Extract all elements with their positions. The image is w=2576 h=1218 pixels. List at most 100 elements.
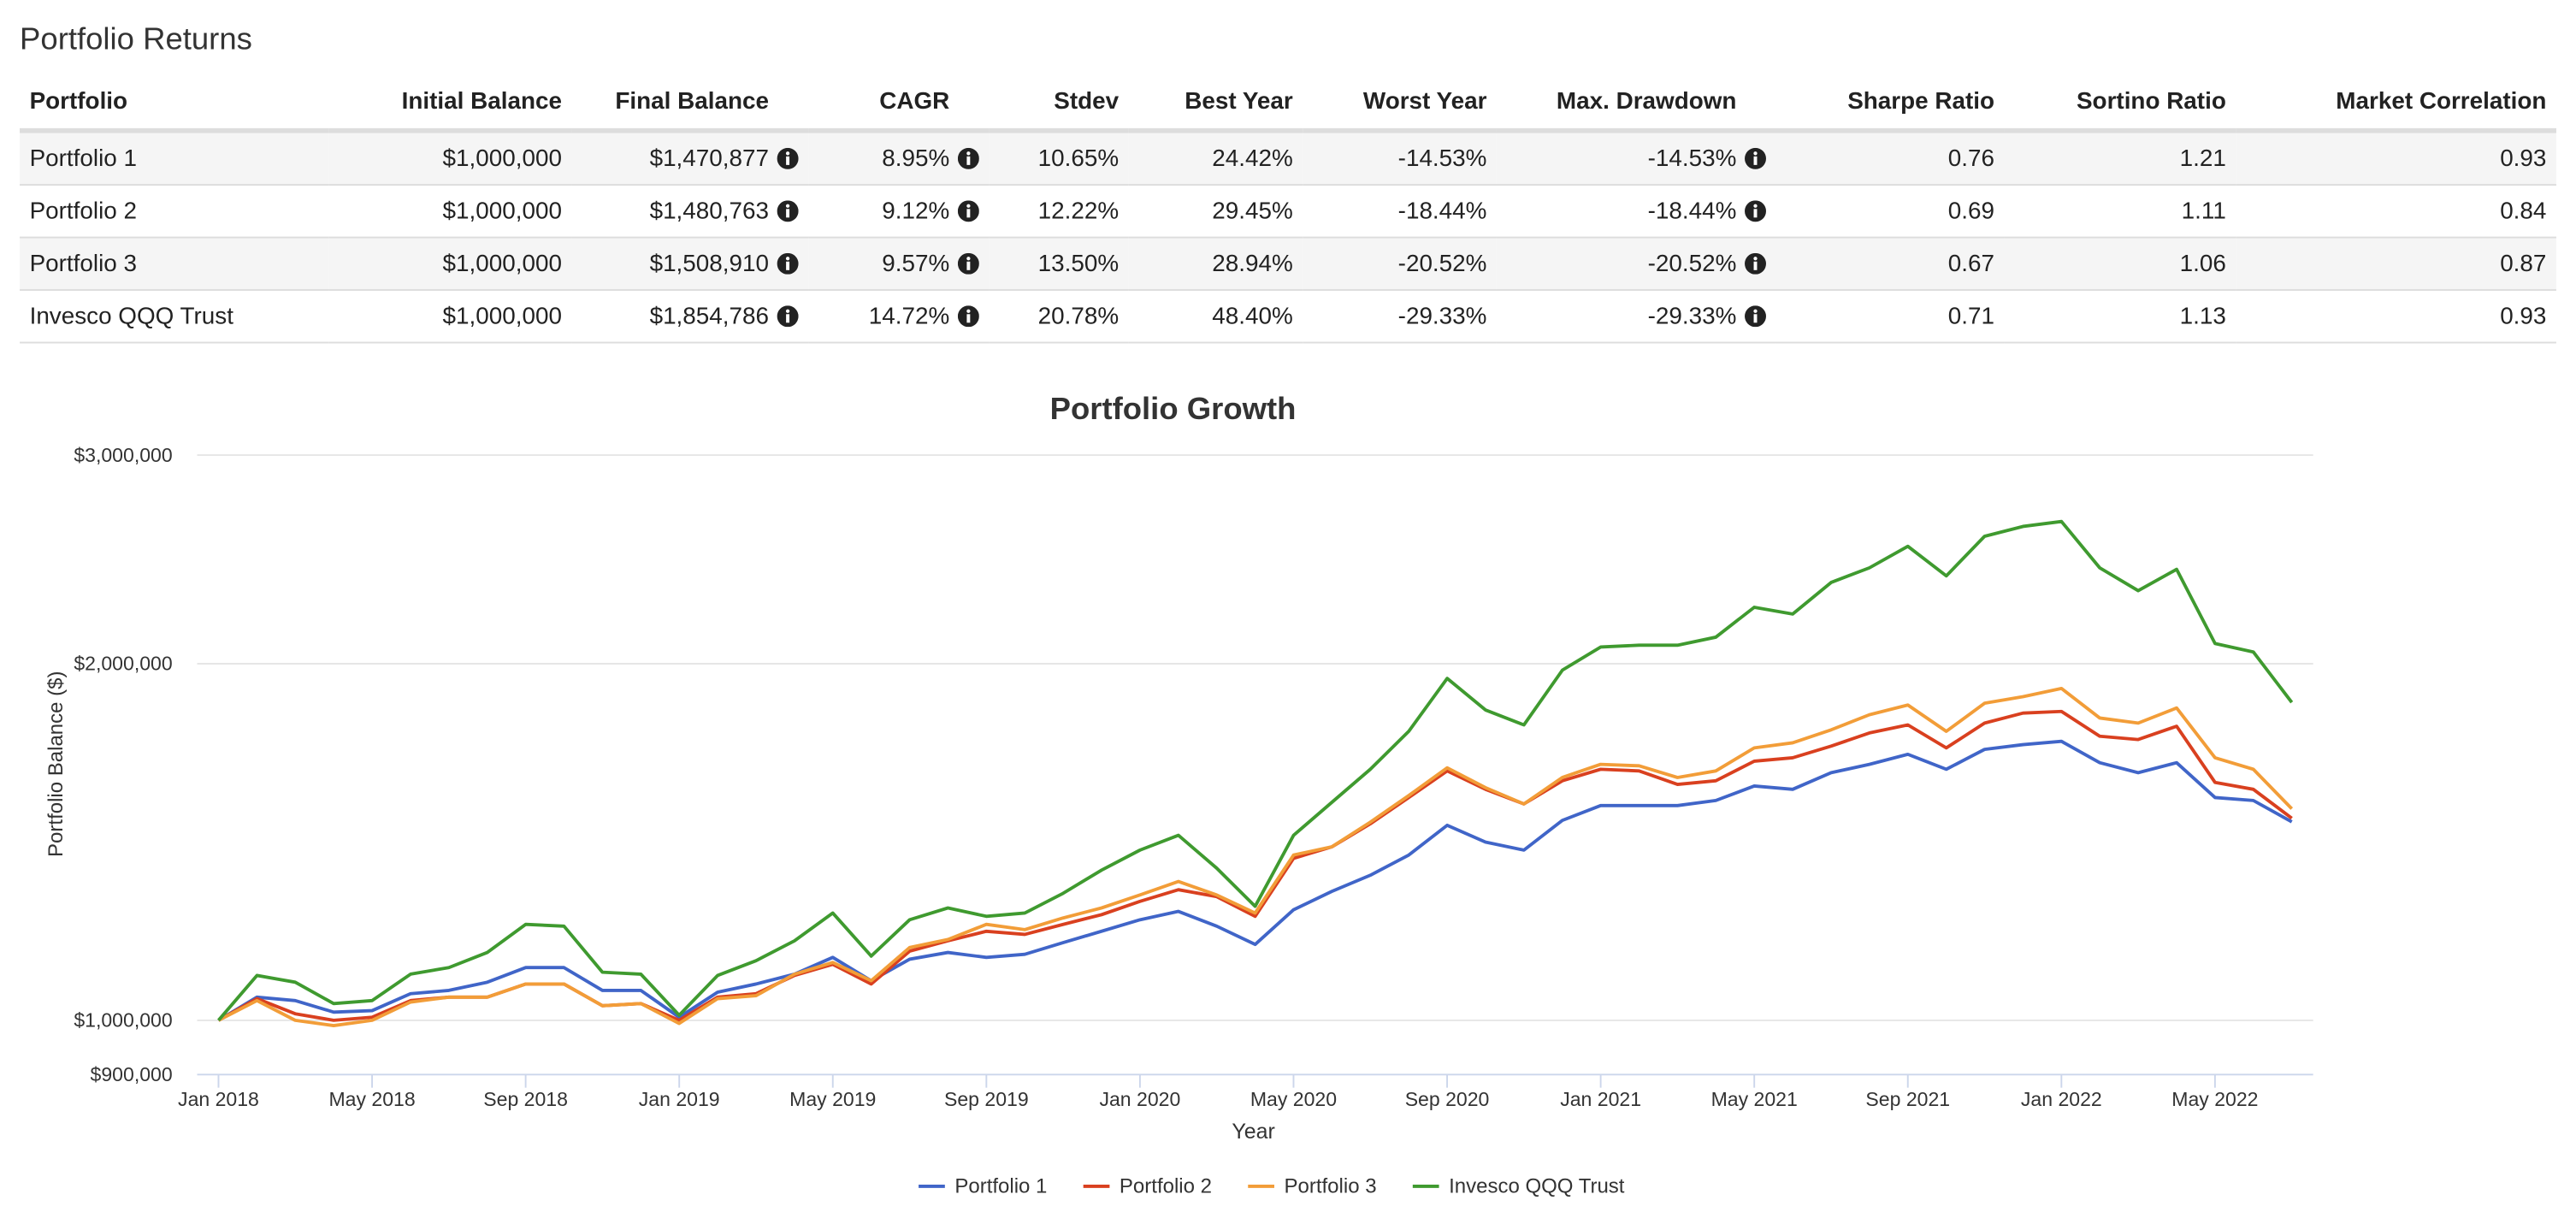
table-cell: -14.53% <box>1303 130 1497 186</box>
y-tick-label: $3,000,000 <box>74 444 172 466</box>
x-axis-label: Year <box>1232 1120 1274 1144</box>
cell-text: 0.93 <box>2500 145 2547 172</box>
table-row: Invesco QQQ Trust $1,000,000 $1,854,786 14.… <box>20 290 2556 344</box>
header-text: Portfolio <box>29 88 128 115</box>
table-cell: -18.44% <box>1303 185 1497 239</box>
table-cell: 10.65% <box>989 130 1129 186</box>
cell-text: 24.42% <box>1212 145 1293 172</box>
legend-label: Portfolio 3 <box>1285 1175 1377 1198</box>
table-cell: 9.57% <box>808 237 990 292</box>
table-cell: 8.95% <box>808 130 990 186</box>
series-line <box>217 709 2293 1022</box>
column-header: Best Year <box>1128 75 1303 133</box>
x-tick-label: May 2022 <box>2171 1088 2258 1110</box>
info-icon[interactable] <box>957 199 979 222</box>
table-cell: 14.72% <box>808 290 990 344</box>
table-cell: $1,000,000 <box>328 290 572 344</box>
x-tick-label: Sep 2018 <box>483 1088 568 1110</box>
table-cell: 1.11 <box>2004 185 2236 239</box>
table-cell: -18.44% <box>1496 185 1776 239</box>
info-icon[interactable] <box>1745 304 1766 327</box>
info-icon[interactable] <box>957 304 979 327</box>
cell-text: -29.33% <box>1397 303 1487 330</box>
table-cell: 12.22% <box>989 185 1129 239</box>
cell-text: $1,508,910 <box>649 250 769 277</box>
cell-text: $1,000,000 <box>442 303 562 330</box>
column-header: Sharpe Ratio <box>1775 75 2005 133</box>
table-cell: 0.93 <box>2236 130 2556 186</box>
info-icon[interactable] <box>777 304 799 327</box>
cell-text: 28.94% <box>1212 250 1293 277</box>
table-cell: -29.33% <box>1303 290 1497 344</box>
table-cell: Portfolio 3 <box>20 237 329 292</box>
header-text: Initial Balance <box>401 88 562 115</box>
table-cell: $1,480,763 <box>571 185 809 239</box>
header-text: Max. Drawdown <box>1556 88 1737 115</box>
header-text: Best Year <box>1185 88 1293 115</box>
info-icon[interactable] <box>1745 146 1766 169</box>
column-header: CAGR <box>808 75 990 133</box>
table-cell: 0.87 <box>2236 237 2556 292</box>
column-header: Sortino Ratio <box>2004 75 2236 133</box>
cell-text: -14.53% <box>1647 145 1737 172</box>
column-header: Max. Drawdown <box>1496 75 1776 133</box>
column-header: Stdev <box>989 75 1129 133</box>
cell-text: 9.12% <box>882 198 950 225</box>
table-title: Portfolio Returns <box>20 22 252 58</box>
cell-text: 14.72% <box>868 303 950 330</box>
header-text: CAGR <box>879 88 950 115</box>
cell-text: 10.65% <box>1037 145 1120 172</box>
table-cell: 20.78% <box>989 290 1129 344</box>
info-icon[interactable] <box>777 251 799 274</box>
x-tick-label: May 2018 <box>328 1088 415 1110</box>
info-icon[interactable] <box>777 146 799 169</box>
cell-text: 1.13 <box>2179 303 2226 330</box>
table-cell: $1,470,877 <box>571 130 809 186</box>
cell-text: $1,000,000 <box>442 145 562 172</box>
legend-label: Portfolio 1 <box>954 1175 1047 1198</box>
cell-text: 1.06 <box>2179 250 2226 277</box>
table-cell: $1,508,910 <box>571 237 809 292</box>
header-text: Stdev <box>1054 88 1120 115</box>
cell-text: 8.95% <box>882 145 950 172</box>
table-cell: Portfolio 2 <box>20 185 329 239</box>
info-icon[interactable] <box>777 199 799 222</box>
legend-label: Invesco QQQ Trust <box>1449 1175 1625 1198</box>
y-tick-label: $2,000,000 <box>74 653 172 675</box>
cell-text: -14.53% <box>1397 145 1487 172</box>
x-tick-label: Jan 2019 <box>639 1088 720 1110</box>
x-tick-label: Sep 2020 <box>1405 1088 1490 1110</box>
info-icon[interactable] <box>957 251 979 274</box>
cell-text: 0.76 <box>1947 145 1994 172</box>
info-icon[interactable] <box>1745 251 1766 274</box>
column-header: Market Correlation <box>2236 75 2556 133</box>
cell-text: -18.44% <box>1397 198 1487 225</box>
info-icon[interactable] <box>1745 199 1766 222</box>
table-cell: 0.67 <box>1775 237 2005 292</box>
x-tick-label: Sep 2019 <box>944 1088 1029 1110</box>
x-tick-label: Jan 2020 <box>1099 1088 1180 1110</box>
table-cell: 24.42% <box>1128 130 1303 186</box>
cell-text: 0.67 <box>1947 250 1994 277</box>
x-tick-label: May 2021 <box>1711 1088 1798 1110</box>
cell-text: 48.40% <box>1212 303 1293 330</box>
cell-text: 0.69 <box>1947 198 1994 225</box>
cell-text: 20.78% <box>1037 303 1120 330</box>
x-tick-label: Jan 2022 <box>2021 1088 2102 1110</box>
column-header: Worst Year <box>1303 75 1497 133</box>
table-cell: 0.93 <box>2236 290 2556 344</box>
table-cell: $1,854,786 <box>571 290 809 344</box>
table-cell: -20.52% <box>1303 237 1497 292</box>
info-icon[interactable] <box>957 146 979 169</box>
table-cell: 1.06 <box>2004 237 2236 292</box>
table-cell: -20.52% <box>1496 237 1776 292</box>
table-row: Portfolio 2 $1,000,000 $1,480,763 9.12% 12.2… <box>20 185 2556 239</box>
x-tick-label: Sep 2021 <box>1865 1088 1950 1110</box>
table-cell: 0.69 <box>1775 185 2005 239</box>
column-header: Portfolio <box>20 75 329 133</box>
cell-text: 13.50% <box>1037 250 1120 277</box>
table-cell: -29.33% <box>1496 290 1776 344</box>
table-cell: $1,000,000 <box>328 130 572 186</box>
legend-label: Portfolio 2 <box>1120 1175 1212 1198</box>
